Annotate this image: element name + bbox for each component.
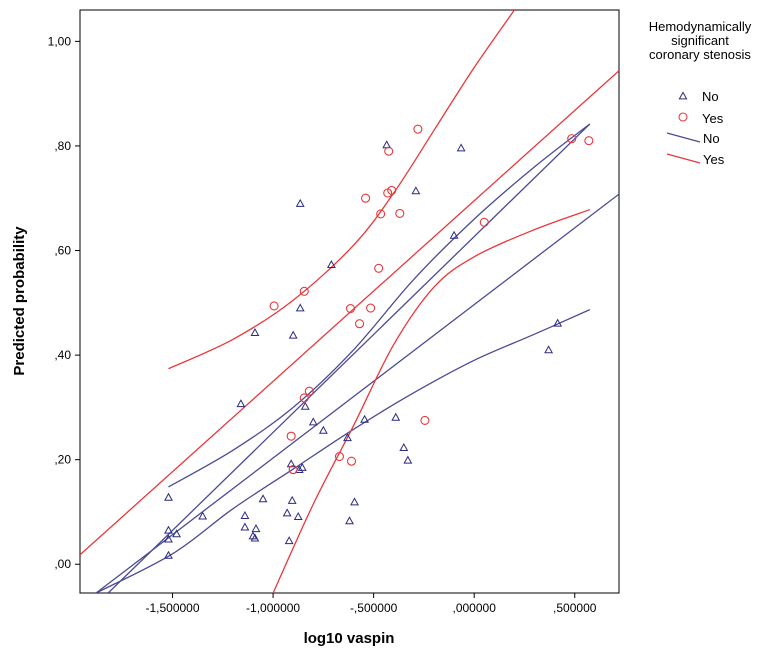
point-no: [308, 417, 318, 426]
y-tick-label: ,60: [54, 244, 71, 258]
point-yes: [384, 146, 394, 156]
yes-ci-lower-line: [272, 209, 591, 593]
data-points: [164, 124, 594, 559]
point-yes: [355, 319, 365, 329]
point-no: [250, 327, 260, 336]
point-no: [326, 260, 336, 269]
point-yes: [420, 415, 430, 426]
legend-line-marker: [666, 153, 701, 164]
point-no: [411, 186, 421, 195]
point-no: [345, 516, 354, 525]
point-no: [284, 536, 294, 545]
point-no: [295, 303, 305, 312]
point-no: [288, 330, 298, 339]
point-yes: [299, 286, 309, 296]
yes-ci-upper-line: [168, 10, 515, 370]
point-no: [318, 425, 328, 434]
x-tick-label: ,000000: [452, 601, 496, 615]
point-no: [449, 230, 459, 239]
point-yes: [374, 263, 384, 273]
point-no: [544, 345, 554, 354]
point-yes: [269, 301, 279, 311]
point-no: [286, 459, 296, 468]
point-yes: [584, 136, 594, 146]
legend-title-line: coronary stenosis: [649, 47, 751, 62]
plot-frame: [79, 9, 620, 594]
point-no: [343, 433, 352, 442]
no-fit-line: [107, 123, 591, 593]
point-yes: [345, 304, 356, 314]
point-no: [360, 414, 370, 423]
point-no: [403, 455, 413, 464]
point-yes: [387, 185, 397, 195]
point-yes: [366, 303, 376, 313]
point-yes: [479, 217, 489, 227]
y-tick-label: 1,00: [48, 34, 72, 48]
legend-triangle-marker: [678, 91, 688, 100]
y-tick-label: ,20: [54, 453, 71, 467]
legend-label: No: [702, 89, 719, 104]
point-no: [172, 529, 181, 538]
y-axis-title: Predicted probability: [11, 226, 28, 376]
point-yes: [304, 386, 314, 396]
point-no: [295, 198, 305, 207]
legend-label: Yes: [702, 111, 724, 126]
point-no: [287, 495, 297, 504]
point-no: [350, 497, 359, 506]
point-yes: [376, 209, 386, 219]
y-tick-label: ,40: [54, 348, 71, 362]
point-yes: [361, 193, 371, 203]
point-no: [240, 510, 250, 519]
point-no: [300, 401, 310, 410]
x-tick-label: -,500000: [350, 601, 398, 615]
point-no: [164, 492, 173, 501]
point-yes: [395, 208, 405, 218]
x-tick-label: -1,000000: [246, 601, 300, 615]
point-yes: [334, 451, 344, 462]
legend-title-line: significant: [671, 33, 729, 48]
point-no: [236, 399, 246, 408]
point-no: [250, 533, 260, 542]
point-no: [164, 525, 173, 534]
point-no: [240, 522, 250, 531]
point-yes: [567, 134, 577, 144]
legend-label: No: [703, 131, 720, 146]
x-axis-title: log10 vaspin: [304, 630, 395, 647]
no-ci-lower-line: [95, 309, 591, 593]
point-no: [297, 462, 307, 471]
point-yes: [286, 431, 296, 441]
point-no: [198, 511, 208, 520]
x-tick-label: -1,500000: [145, 601, 199, 615]
point-no: [164, 550, 173, 559]
point-no: [282, 508, 292, 517]
y-tick-label: ,00: [54, 557, 71, 571]
point-no: [391, 412, 401, 421]
legend-circle-marker: [678, 112, 688, 122]
y-tick-label: ,80: [54, 139, 71, 153]
point-no: [456, 143, 466, 152]
point-no: [399, 443, 409, 452]
x-tick-label: ,500000: [553, 601, 597, 615]
legend-label: Yes: [703, 152, 725, 167]
point-no: [553, 318, 563, 327]
legend-title-line: Hemodynamically: [649, 19, 752, 34]
axis-ticks: -1,500000 -1,000000 -,500000 ,000000 ,500000…: [48, 34, 597, 615]
point-yes: [346, 456, 357, 466]
point-no: [164, 534, 173, 543]
point-yes: [413, 124, 423, 134]
legend-line-marker: [666, 132, 701, 143]
point-yes: [288, 465, 298, 475]
point-no: [258, 494, 268, 503]
no-overall-line: [95, 193, 619, 593]
point-no: [293, 512, 303, 521]
point-no: [251, 524, 261, 533]
no-ci-upper-line: [168, 123, 591, 488]
point-yes: [299, 393, 309, 403]
